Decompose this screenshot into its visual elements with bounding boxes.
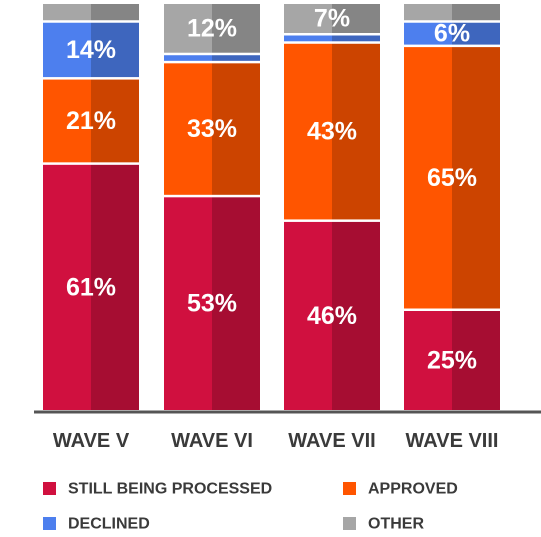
segment-right-face <box>332 4 380 33</box>
data-label: 12% <box>187 14 237 42</box>
segment-left-face <box>404 47 452 309</box>
segment-declined-2 <box>164 55 260 61</box>
segment-still-being-processed-4: 25% <box>404 311 500 410</box>
category-label: WAVE VI <box>171 430 253 452</box>
segment-left-face <box>284 43 332 220</box>
data-label: 61% <box>66 273 116 301</box>
data-label: 65% <box>427 164 477 192</box>
segment-left-face <box>164 55 212 61</box>
data-label: 21% <box>66 107 116 135</box>
segment-right-face <box>212 197 260 410</box>
legend: STILL BEING PROCESSED APPROVED DECLINED OTH… <box>43 481 458 533</box>
segment-right-face <box>452 311 500 410</box>
segment-left-face <box>284 221 332 410</box>
segment-left-face <box>43 22 91 78</box>
legend-label: OTHER <box>368 516 424 533</box>
segment-left-face <box>43 164 91 410</box>
segment-right-face <box>91 4 139 21</box>
segment-left-face <box>404 22 452 45</box>
segment-right-face <box>332 221 380 410</box>
segment-right-face <box>452 22 500 45</box>
legend-item-declined: DECLINED <box>43 516 150 533</box>
data-label: 46% <box>307 302 357 330</box>
legend-item-other: OTHER <box>343 516 424 533</box>
segment-left-face <box>43 4 91 21</box>
segment-right-face <box>212 55 260 61</box>
segment-other-4 <box>404 4 500 21</box>
segment-left-face <box>284 4 332 33</box>
segment-approved-4: 65% <box>404 47 500 309</box>
segment-right-face <box>452 4 500 21</box>
segment-other-2: 12% <box>164 4 260 53</box>
data-label: 43% <box>307 118 357 146</box>
data-label: 6% <box>434 20 470 48</box>
legend-item-approved: APPROVED <box>343 481 458 498</box>
segment-right-face <box>91 79 139 163</box>
segment-still-being-processed-1: 61% <box>43 164 139 410</box>
data-label: 33% <box>187 115 237 143</box>
segment-approved-2: 33% <box>164 63 260 195</box>
segment-approved-3: 43% <box>284 43 380 220</box>
segment-left-face <box>164 63 212 195</box>
category-labels: WAVE V WAVE VI WAVE VII WAVE VIII <box>53 430 499 452</box>
segment-right-face <box>212 63 260 195</box>
legend-swatch <box>43 517 56 530</box>
legend-item-still-being-processed: STILL BEING PROCESSED <box>43 481 272 498</box>
segment-declined-3 <box>284 35 380 42</box>
segment-left-face <box>284 35 332 42</box>
segment-right-face <box>212 4 260 53</box>
segment-left-face <box>404 4 452 21</box>
segment-left-face <box>404 311 452 410</box>
segment-approved-1: 21% <box>43 79 139 163</box>
legend-swatch <box>343 517 356 530</box>
data-label: 53% <box>187 290 237 318</box>
legend-label: APPROVED <box>368 481 458 498</box>
segment-left-face <box>164 197 212 410</box>
segment-right-face <box>332 43 380 220</box>
segment-still-being-processed-3: 46% <box>284 221 380 410</box>
segment-declined-1: 14% <box>43 22 139 78</box>
category-label: WAVE V <box>53 430 130 452</box>
segment-left-face <box>43 79 91 163</box>
segment-left-face <box>164 4 212 53</box>
segment-right-face <box>332 35 380 42</box>
segment-other-3: 7% <box>284 4 380 33</box>
segment-other-1 <box>43 4 139 21</box>
segment-declined-4: 6% <box>404 20 500 48</box>
category-label: WAVE VIII <box>406 430 499 452</box>
data-label: 25% <box>427 347 477 375</box>
data-label: 7% <box>314 5 350 33</box>
category-label: WAVE VII <box>288 430 375 452</box>
segment-right-face <box>91 164 139 410</box>
legend-label: DECLINED <box>68 516 150 533</box>
segment-still-being-processed-2: 53% <box>164 197 260 410</box>
segment-right-face <box>91 22 139 78</box>
segment-right-face <box>452 47 500 309</box>
legend-swatch <box>343 482 356 495</box>
legend-label: STILL BEING PROCESSED <box>68 481 272 498</box>
legend-swatch <box>43 482 56 495</box>
bars-group: 61% 21% 14% 53% 33% 12% 46% 43% 7% 25% 65% 6% <box>43 4 500 410</box>
data-label: 14% <box>66 36 116 64</box>
